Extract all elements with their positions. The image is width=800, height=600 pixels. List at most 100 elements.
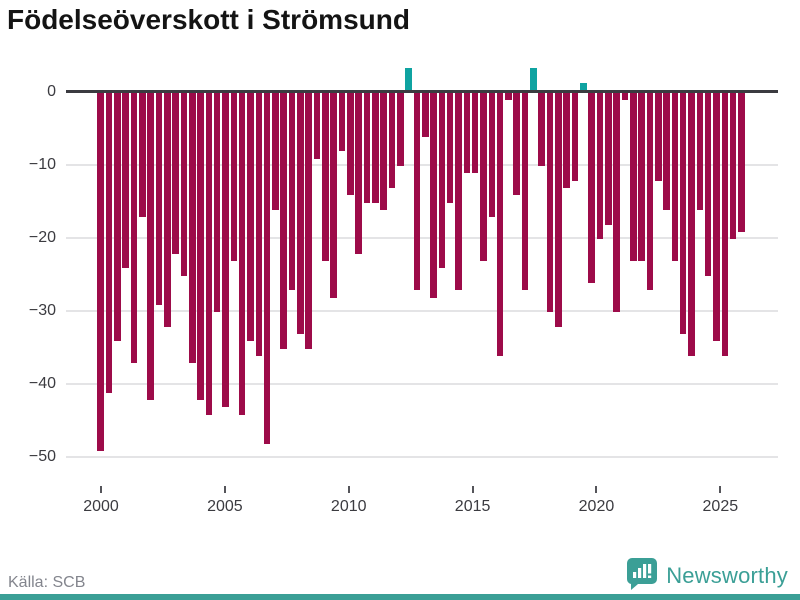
bar [114,92,121,342]
bar [388,92,396,188]
bar [197,92,204,400]
bar [613,92,620,313]
newsworthy-logo: Newsworthy [626,557,788,596]
bar [671,92,679,262]
bar [555,92,562,327]
bar [238,92,246,415]
x-axis-tick [347,486,350,493]
bar [530,68,537,91]
bar [696,92,704,210]
bar [521,92,529,291]
bar [222,92,229,408]
bar [629,92,637,262]
bar [280,92,288,349]
bar [496,92,504,357]
bar [638,92,645,262]
x-axis-label: 2015 [454,498,491,515]
bar [330,92,337,298]
bar [713,92,720,342]
x-axis-label: 2025 [702,498,739,515]
gridline [66,309,778,312]
x-axis-tick [223,486,226,493]
bar [588,92,595,283]
x-axis-label: 2010 [330,498,367,515]
bar [305,92,313,349]
bar [163,92,171,327]
bar [405,68,412,91]
gridline [66,236,778,239]
y-axis-label: −30 [28,301,56,319]
bar [147,92,154,400]
bar [688,92,695,357]
bar [738,92,745,232]
bar [188,92,196,364]
bar [396,92,404,166]
bar [605,92,612,225]
bar [272,92,279,210]
bar [139,92,146,218]
bar [546,92,554,313]
bar [679,92,687,335]
bar [704,92,712,276]
bar-chart-speech-bubble-icon [626,557,658,596]
bar [122,92,129,269]
bar [538,92,546,166]
bar [430,92,437,298]
bar [205,92,213,415]
bar [421,92,429,137]
chart-area: Födelseöverskott i Strömsund 0 −10 −20 −30 −… [7,4,778,515]
bar [297,92,304,335]
x-axis-tick [471,486,474,493]
bar [571,92,579,181]
y-axis-label: −10 [28,155,56,173]
bar [563,92,570,188]
bar [663,92,670,210]
bar [97,92,104,452]
gridline [66,456,778,459]
brand-bottom-strip [0,594,800,600]
bar [471,92,479,174]
bar [505,92,512,101]
y-axis-label: −50 [28,448,56,466]
bar [380,92,387,210]
gridline [66,163,778,166]
bar [155,92,163,305]
x-axis-tick [595,486,598,493]
chart-title: Födelseöverskott i Strömsund [7,4,410,35]
x-axis-tick [100,486,102,493]
bar [247,92,254,342]
bar [438,92,446,269]
y-axis-label: −40 [28,374,56,392]
bar [363,92,371,203]
zero-line [66,90,778,93]
bar [263,92,271,444]
logo-wordmark: Newsworthy [666,563,788,588]
bar [513,92,521,196]
bar [413,92,421,291]
bar [130,92,138,364]
bar [288,92,296,291]
bar [313,92,321,159]
x-axis-tick [719,486,722,493]
bar [230,92,238,262]
bar [355,92,362,254]
y-axis-label: 0 [47,82,56,100]
bar [213,92,221,313]
bar [729,92,737,240]
bar [255,92,263,357]
bar [488,92,496,218]
x-axis-label: 2000 [83,498,119,515]
bar [721,92,729,357]
bar [172,92,179,254]
bar [621,92,629,101]
x-axis-label: 2005 [207,498,243,515]
bar [580,82,587,91]
bar [596,92,604,240]
bar [480,92,487,262]
gridline [66,382,778,385]
bar [654,92,662,181]
bar [347,92,354,196]
bar [372,92,379,203]
bar [105,92,113,393]
bar [463,92,471,174]
